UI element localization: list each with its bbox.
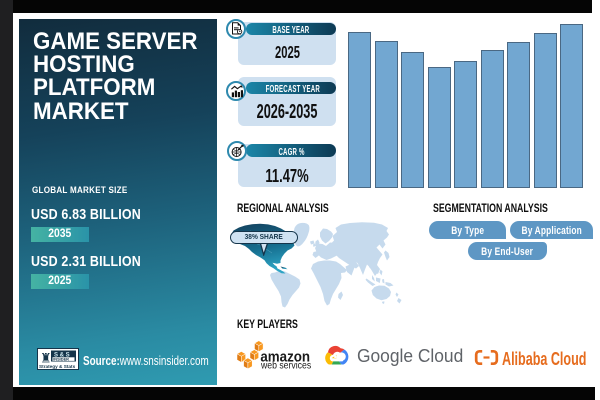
svg-text:amazon: amazon [260,349,310,366]
svg-text:Google Cloud: Google Cloud [357,345,463,366]
svg-text:Alibaba Cloud: Alibaba Cloud [502,350,586,369]
svg-text:web services: web services [260,360,311,371]
svg-text:Strategy & Stats: Strategy & Stats [39,364,76,369]
svg-text:♜: ♜ [40,351,52,366]
svg-text:S & S: S & S [54,353,70,359]
svg-text:INSIDER: INSIDER [53,357,69,362]
